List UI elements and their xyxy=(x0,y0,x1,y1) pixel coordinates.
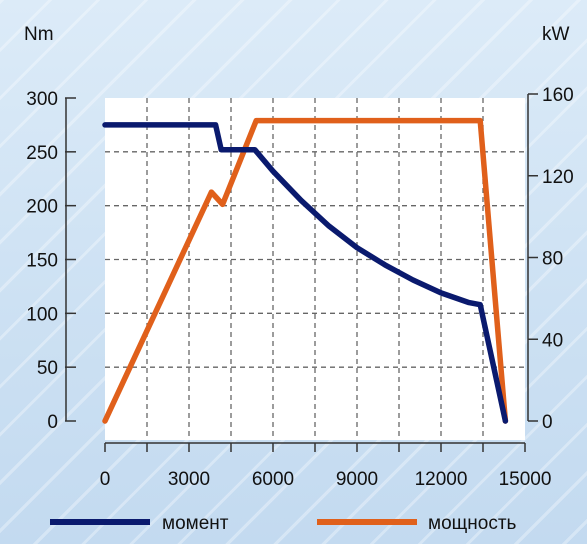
x-tick-label: 3000 xyxy=(168,469,210,490)
left-y-tick-label: 0 xyxy=(47,412,58,433)
x-tick-label: 15000 xyxy=(499,469,552,490)
series-line-power xyxy=(102,117,509,424)
x-tick-label: 9000 xyxy=(336,469,378,490)
right-y-tick-label: 0 xyxy=(542,412,553,433)
right-y-tick-label: 40 xyxy=(542,330,563,351)
right-y-tick-label: 80 xyxy=(542,249,563,270)
x-tick-label: 12000 xyxy=(415,469,468,490)
series-line-moment xyxy=(102,122,509,424)
left-y-tick-label: 100 xyxy=(26,304,58,325)
x-tick-label: 0 xyxy=(100,469,111,490)
left-axis-unit: Nm xyxy=(24,24,54,45)
left-y-tick-label: 150 xyxy=(26,251,58,272)
right-y-tick-label: 160 xyxy=(542,85,574,106)
left-y-tick-label: 300 xyxy=(26,89,58,110)
left-y-tick-label: 200 xyxy=(26,197,58,218)
x-tick-label: 6000 xyxy=(252,469,294,490)
legend: момент мощность xyxy=(50,513,517,534)
legend-label-moment: момент xyxy=(162,513,229,534)
right-axis-unit: kW xyxy=(542,24,570,45)
series xyxy=(102,117,509,424)
legend-label-power: мощность xyxy=(428,513,517,534)
left-y-tick-label: 250 xyxy=(26,143,58,164)
left-y-tick-label: 50 xyxy=(37,358,58,379)
right-y-tick-label: 120 xyxy=(542,167,574,188)
